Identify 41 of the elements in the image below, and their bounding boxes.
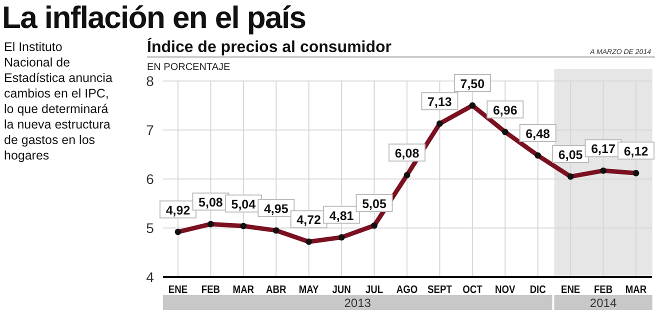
x-tick-label: JUN <box>332 284 351 296</box>
x-tick-label: NOV <box>495 284 516 296</box>
y-tick-label: 7 <box>146 122 154 138</box>
data-label: 4,81 <box>329 208 354 223</box>
data-label: 5,05 <box>362 197 386 212</box>
y-tick-label: 8 <box>146 73 154 89</box>
data-label: 6,48 <box>526 126 550 141</box>
data-label: 7,13 <box>428 95 452 110</box>
x-tick-label: ENE <box>168 284 188 296</box>
data-label: 6,08 <box>394 146 420 161</box>
x-tick-label: ABR <box>266 284 287 296</box>
y-tick-label: 5 <box>146 220 154 236</box>
x-tick-label: SEPT <box>428 284 453 296</box>
x-tick-label: FEB <box>594 284 613 296</box>
data-label: 6,17 <box>591 142 616 156</box>
data-label: 4,95 <box>264 202 288 216</box>
chart-subtitle: Índice de precios al consumidor <box>147 37 392 56</box>
text: 2014 <box>590 296 617 310</box>
x-tick-label: MAY <box>298 284 319 296</box>
y-axis-title: EN PORCENTAJE <box>147 62 230 73</box>
x-tick-label: DIC <box>530 284 546 296</box>
x-tick-label: ENE <box>560 284 580 296</box>
x-tick-label: FEB <box>201 284 220 296</box>
text: El Instituto Nacional de Estadística anuncia cambios en el IPC, lo que determinará la nueva estructura de gastos en los hogares <box>4 40 112 162</box>
data-label: 6,96 <box>492 103 518 118</box>
x-tick-label: MAR <box>232 284 255 296</box>
y-tick-label: 4 <box>146 269 154 285</box>
y-tick-label: 6 <box>146 171 154 187</box>
data-label: 4,72 <box>296 213 322 228</box>
data-label: 5,08 <box>198 196 223 210</box>
data-label: 6,12 <box>624 144 648 159</box>
x-tick-label: MAR <box>625 284 648 296</box>
data-label: 4,92 <box>166 203 190 218</box>
data-label: 5,04 <box>231 198 256 212</box>
x-tick-label: AGO <box>396 284 418 296</box>
data-label: 7,50 <box>460 77 485 91</box>
text: 2013 <box>344 296 372 310</box>
x-tick-label: OCT <box>462 284 483 296</box>
data-label: 6,05 <box>558 148 583 162</box>
chart-title: La inflación en el país <box>2 0 306 35</box>
x-tick-label: JUL <box>365 284 384 296</box>
